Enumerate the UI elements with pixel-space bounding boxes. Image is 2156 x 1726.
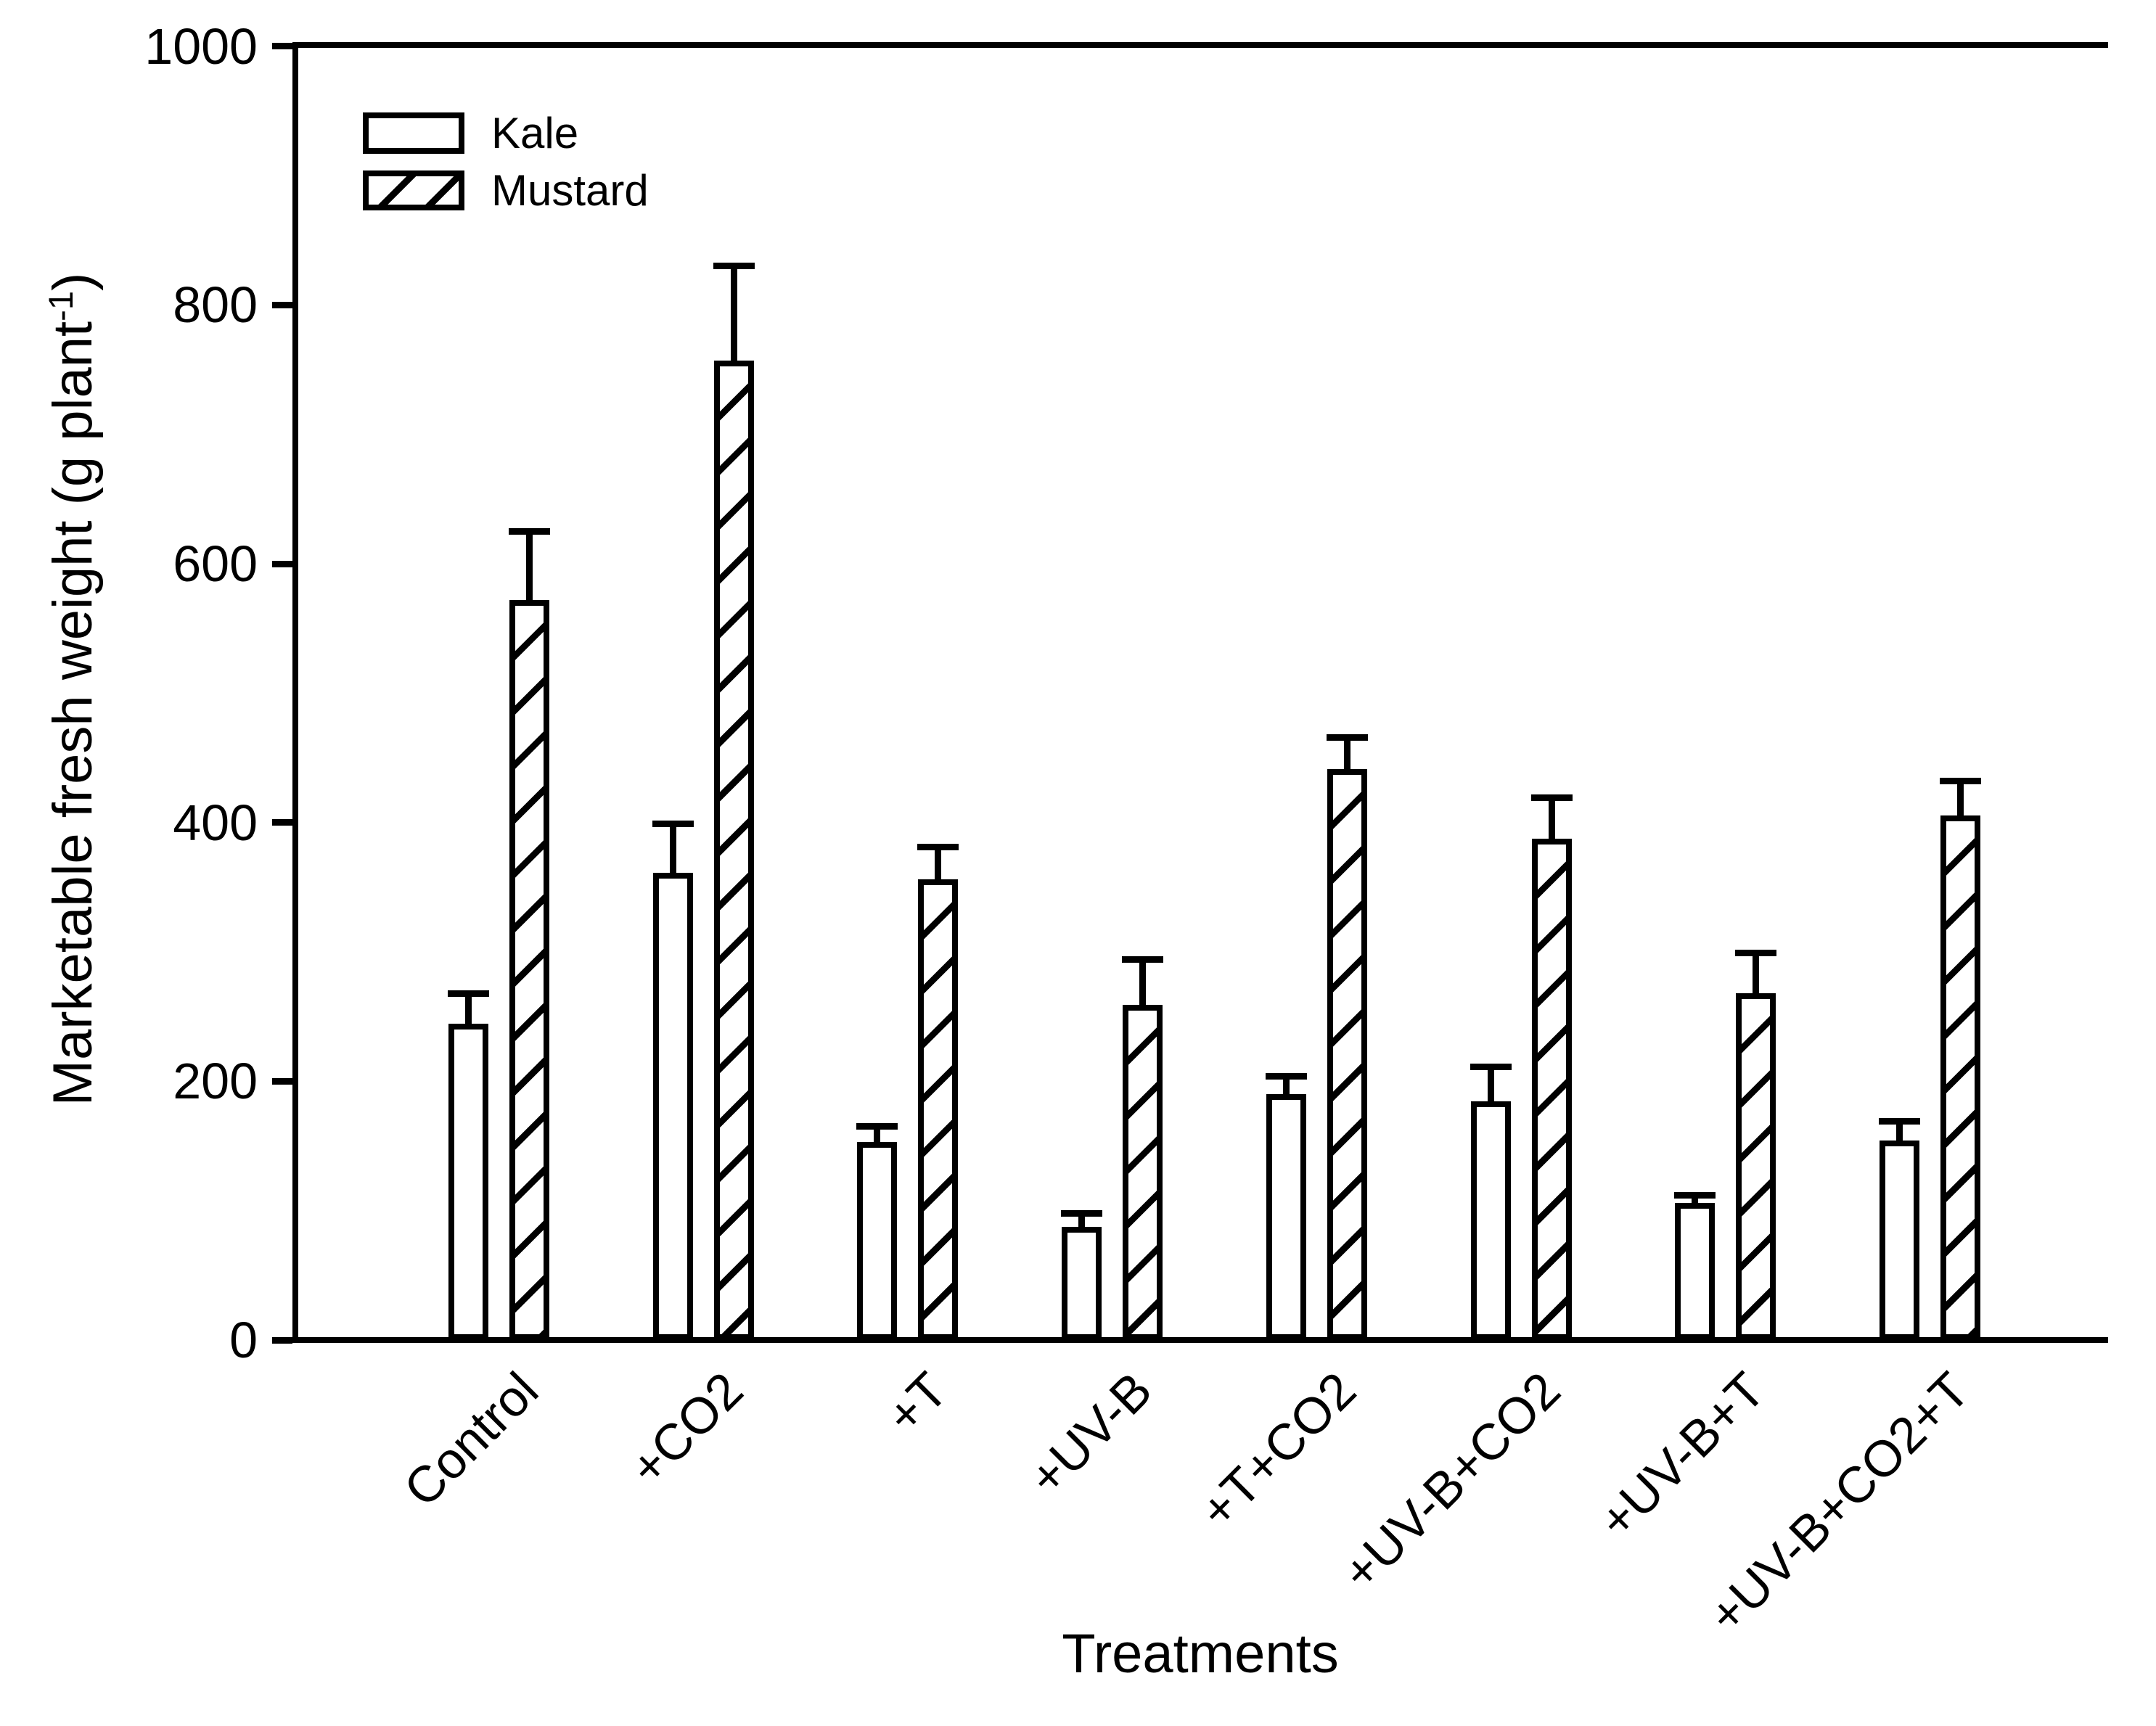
y-axis-title: Marketable fresh weight (g plant-1) bbox=[41, 273, 104, 1106]
y-tick-label: 400 bbox=[173, 794, 258, 851]
error-bar-line bbox=[669, 823, 676, 873]
y-tick bbox=[272, 819, 292, 826]
bar-kale-+t+co2 bbox=[1266, 1093, 1306, 1340]
error-bar-cap bbox=[1265, 1072, 1307, 1080]
y-axis-title-text: Marketable fresh weight (g plant bbox=[42, 321, 104, 1106]
bar-kale-+uv-b+co2 bbox=[1470, 1101, 1511, 1340]
error-bar-cap bbox=[1326, 733, 1368, 741]
error-bar-cap bbox=[856, 1123, 898, 1130]
x-category-label: +UV-B+T bbox=[1588, 1361, 1776, 1550]
error-bar-line bbox=[526, 531, 533, 600]
y-tick-label: 600 bbox=[173, 535, 258, 593]
bar-mustard-+uv-b bbox=[1123, 1004, 1163, 1340]
error-bar-line bbox=[935, 847, 942, 879]
bar-mustard-+t+co2 bbox=[1327, 769, 1367, 1340]
error-bar-cap bbox=[713, 263, 755, 270]
error-bar-line bbox=[1548, 797, 1555, 839]
error-bar-line bbox=[1956, 781, 1964, 816]
bar-kale-+uv-b+t bbox=[1675, 1202, 1716, 1340]
error-bar-cap bbox=[1674, 1191, 1716, 1199]
error-bar-cap bbox=[652, 821, 694, 828]
y-tick bbox=[272, 301, 292, 308]
y-axis-title-superscript: -1 bbox=[41, 290, 80, 321]
x-category-label: +T bbox=[874, 1361, 959, 1445]
bar-mustard-+co2 bbox=[713, 360, 754, 1340]
bar-mustard-control bbox=[509, 599, 549, 1340]
error-bar-cap bbox=[1122, 956, 1164, 963]
error-bar-line bbox=[1139, 959, 1147, 1005]
error-bar-line bbox=[1487, 1067, 1494, 1102]
x-category-label: +T+CO2 bbox=[1189, 1361, 1367, 1540]
error-bar-cap bbox=[448, 990, 489, 997]
error-bar-cap bbox=[1470, 1064, 1512, 1071]
top-spine bbox=[292, 42, 2108, 48]
bar-mustard-+uv-b+co2 bbox=[1531, 839, 1572, 1340]
bar-kale-+uv-b+co2+t bbox=[1879, 1140, 1919, 1340]
bar-kale-+co2 bbox=[652, 872, 693, 1340]
x-category-label: Control bbox=[393, 1361, 549, 1518]
error-bar-line bbox=[465, 993, 472, 1024]
error-bar-line bbox=[1078, 1212, 1086, 1228]
y-tick-label: 1000 bbox=[144, 17, 258, 75]
error-bar-cap bbox=[1061, 1209, 1103, 1217]
bar-kale-+t bbox=[857, 1141, 898, 1340]
x-axis-line bbox=[292, 1337, 2108, 1343]
y-tick bbox=[272, 560, 292, 567]
y-tick-label: 200 bbox=[173, 1053, 258, 1110]
error-bar-line bbox=[874, 1126, 881, 1142]
error-bar-cap bbox=[1530, 794, 1573, 802]
y-tick-label: 0 bbox=[229, 1312, 258, 1368]
bar-mustard-+uv-b+co2+t bbox=[1940, 815, 1980, 1340]
y-axis-title-suffix: ) bbox=[42, 272, 104, 291]
x-category-label: +CO2 bbox=[618, 1361, 754, 1497]
bar-kale-+uv-b bbox=[1062, 1227, 1102, 1340]
error-bar-line bbox=[1692, 1194, 1699, 1203]
bar-kale-control bbox=[448, 1024, 488, 1340]
y-tick-label: 800 bbox=[173, 276, 258, 334]
error-bar-cap bbox=[1939, 778, 1981, 785]
error-bar-line bbox=[1343, 736, 1350, 770]
kale-legend-swatch-icon bbox=[363, 112, 464, 154]
mustard-legend-swatch-icon bbox=[363, 170, 464, 210]
bar-mustard-+t bbox=[918, 879, 959, 1340]
error-bar-line bbox=[1753, 953, 1760, 993]
bar-mustard-+uv-b+t bbox=[1736, 993, 1776, 1340]
error-bar-line bbox=[1282, 1075, 1290, 1094]
y-tick bbox=[272, 1077, 292, 1085]
error-bar-cap bbox=[509, 528, 550, 535]
y-tick bbox=[272, 43, 292, 50]
error-bar-line bbox=[730, 266, 737, 361]
error-bar-cap bbox=[1735, 950, 1777, 957]
legend-label-kale: Kale bbox=[491, 109, 579, 157]
error-bar-cap bbox=[917, 844, 959, 851]
error-bar-line bbox=[1895, 1121, 1903, 1141]
error-bar-cap bbox=[1878, 1118, 1920, 1125]
y-axis-line bbox=[292, 42, 298, 1343]
x-axis-title: Treatments bbox=[1062, 1623, 1339, 1685]
x-category-label: +UV-B bbox=[1017, 1361, 1163, 1507]
x-category-label: +UV-B+CO2 bbox=[1331, 1361, 1572, 1601]
y-tick bbox=[272, 1336, 292, 1344]
legend-label-mustard: Mustard bbox=[491, 166, 649, 215]
